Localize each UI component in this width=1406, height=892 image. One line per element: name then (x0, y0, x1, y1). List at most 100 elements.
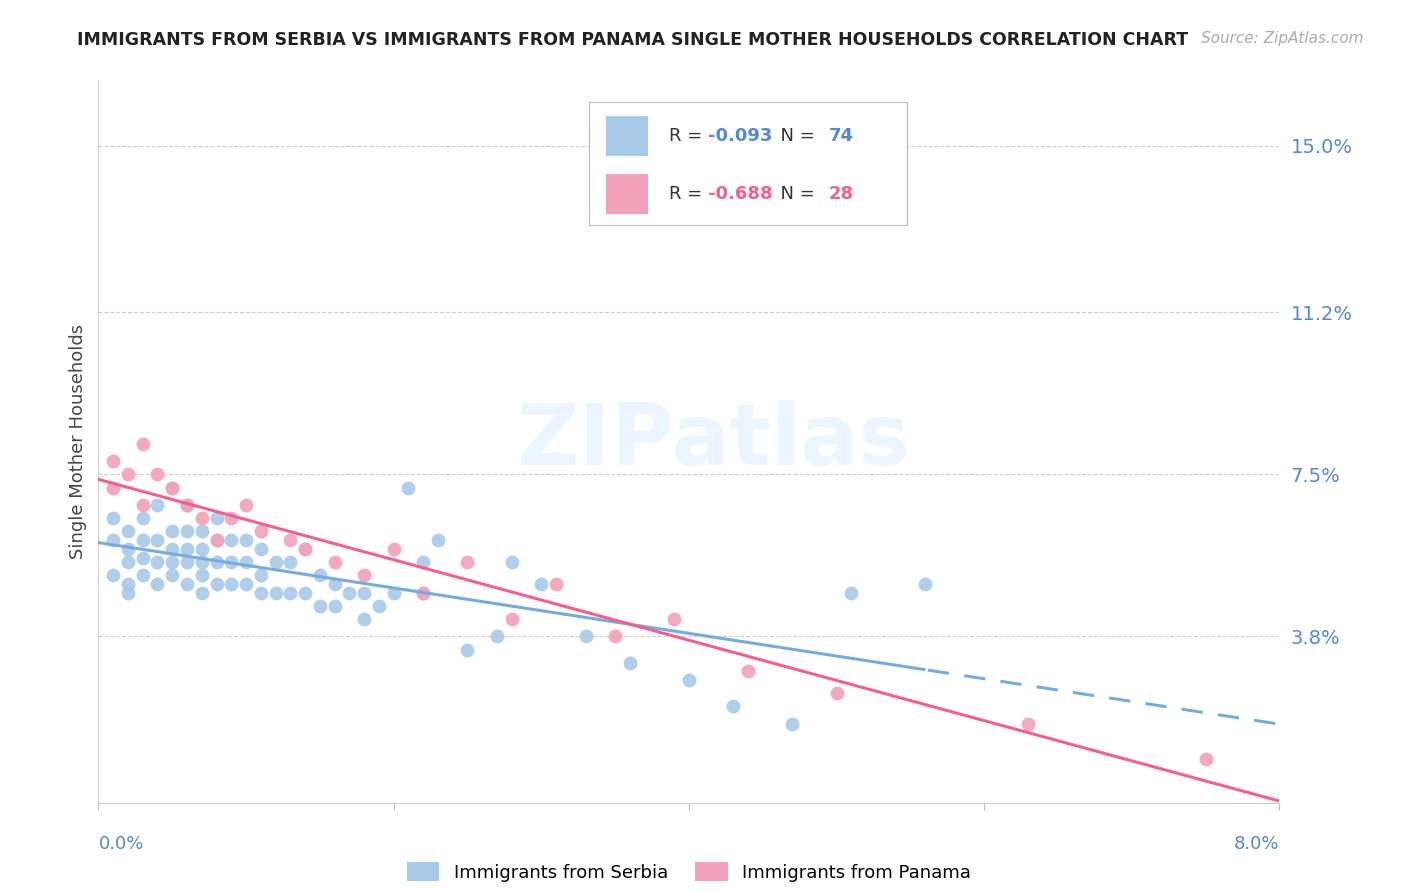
Point (250, 524, 273, 539)
Point (294, 541, 316, 556)
Point (132, 498, 155, 512)
Point (117, 467, 139, 482)
Point (176, 555, 198, 569)
Point (530, 577, 553, 591)
Point (664, 612, 686, 626)
FancyBboxPatch shape (606, 116, 648, 156)
Text: IMMIGRANTS FROM SERBIA VS IMMIGRANTS FROM PANAMA SINGLE MOTHER HOUSEHOLDS CORREL: IMMIGRANTS FROM SERBIA VS IMMIGRANTS FRO… (77, 31, 1188, 49)
Point (250, 568, 273, 582)
Point (176, 541, 198, 556)
Point (176, 524, 198, 539)
Point (457, 642, 479, 657)
FancyBboxPatch shape (606, 174, 648, 214)
Text: N =: N = (769, 128, 821, 145)
Point (575, 629, 598, 643)
Point (368, 599, 391, 613)
Point (205, 577, 228, 591)
Point (1195, 752, 1218, 766)
Point (191, 555, 214, 569)
Point (205, 533, 228, 547)
Point (412, 585, 434, 599)
Point (103, 481, 125, 495)
Point (619, 656, 641, 670)
Point (323, 577, 346, 591)
Point (132, 533, 155, 547)
Point (235, 498, 257, 512)
Point (117, 577, 139, 591)
Point (501, 612, 523, 626)
Point (103, 511, 125, 525)
Text: 0.0%: 0.0% (98, 835, 143, 854)
Point (723, 699, 745, 714)
Point (382, 541, 405, 556)
Text: -0.688: -0.688 (707, 185, 772, 203)
Point (235, 577, 257, 591)
Point (132, 568, 155, 582)
Point (353, 568, 375, 582)
Point (841, 585, 863, 599)
Point (323, 555, 346, 569)
Point (205, 511, 228, 525)
Point (412, 585, 434, 599)
Point (782, 717, 804, 731)
Point (412, 555, 434, 569)
Point (191, 524, 214, 539)
Point (1018, 717, 1040, 731)
Point (221, 511, 243, 525)
Point (264, 555, 287, 569)
Point (486, 629, 509, 643)
Point (457, 555, 479, 569)
Point (546, 577, 568, 591)
Point (221, 533, 243, 547)
Point (176, 498, 198, 512)
Point (146, 498, 169, 512)
Point (309, 568, 332, 582)
Point (191, 585, 214, 599)
Point (176, 498, 198, 512)
Point (501, 555, 523, 569)
Point (309, 599, 332, 613)
Point (221, 555, 243, 569)
Point (132, 436, 155, 450)
Point (162, 481, 183, 495)
Text: 8.0%: 8.0% (1234, 835, 1279, 854)
Point (605, 629, 627, 643)
Point (162, 524, 183, 539)
Point (398, 481, 420, 495)
Text: R =: R = (669, 128, 707, 145)
FancyBboxPatch shape (589, 102, 907, 225)
Point (146, 577, 169, 591)
Point (205, 533, 228, 547)
Point (191, 511, 214, 525)
Point (191, 541, 214, 556)
Point (103, 454, 125, 468)
Point (353, 612, 375, 626)
Text: R =: R = (669, 185, 707, 203)
Point (294, 541, 316, 556)
Point (825, 686, 848, 700)
Text: Source: ZipAtlas.com: Source: ZipAtlas.com (1201, 31, 1364, 46)
Point (103, 568, 125, 582)
Point (221, 577, 243, 591)
Point (162, 555, 183, 569)
Text: -0.093: -0.093 (707, 128, 772, 145)
Text: N =: N = (769, 185, 821, 203)
Point (205, 555, 228, 569)
Point (294, 585, 316, 599)
Text: 28: 28 (828, 185, 853, 203)
Point (162, 568, 183, 582)
Point (117, 524, 139, 539)
Point (103, 533, 125, 547)
Point (117, 541, 139, 556)
Point (280, 555, 302, 569)
Point (678, 673, 700, 688)
Point (250, 585, 273, 599)
Y-axis label: Single Mother Households: Single Mother Households (69, 324, 87, 559)
Point (323, 599, 346, 613)
Point (117, 555, 139, 569)
Point (146, 533, 169, 547)
Point (132, 550, 155, 565)
Point (264, 585, 287, 599)
Point (235, 533, 257, 547)
Point (250, 541, 273, 556)
